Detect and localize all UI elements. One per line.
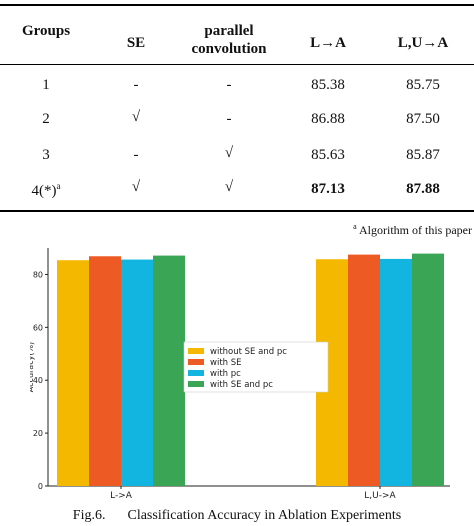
row2-lua: 87.50 bbox=[406, 111, 440, 127]
y-tick-label: 80 bbox=[33, 270, 43, 279]
row4-pc: √ bbox=[224, 179, 234, 195]
header-pc-line2: convolution bbox=[191, 41, 267, 57]
row4-lua: 87.88 bbox=[406, 181, 440, 197]
legend-box bbox=[183, 341, 329, 393]
row3-lua: 85.87 bbox=[406, 147, 440, 163]
row1-se: - bbox=[133, 77, 139, 93]
header-se: SE bbox=[126, 35, 146, 51]
figure-caption: Fig.6. Classification Accuracy in Ablatio… bbox=[0, 508, 474, 524]
header-la: L→A bbox=[310, 35, 346, 51]
y-tick-label: 20 bbox=[33, 429, 43, 438]
bar bbox=[57, 260, 89, 486]
table-top-rule bbox=[0, 4, 474, 6]
legend-label: with SE and pc bbox=[210, 380, 273, 390]
header-pc-line1: parallel bbox=[204, 23, 254, 39]
row1-lua: 85.75 bbox=[406, 77, 440, 93]
header-lua: L,U→A bbox=[397, 35, 449, 51]
legend-swatch bbox=[188, 348, 204, 354]
x-tick-label: L,U->A bbox=[364, 491, 396, 501]
row3-se: - bbox=[133, 147, 139, 163]
y-tick-label: 0 bbox=[38, 482, 43, 491]
x-tick-label: L->A bbox=[110, 491, 133, 501]
y-tick-label: 40 bbox=[33, 376, 43, 385]
row4-group-sup: a bbox=[56, 181, 61, 191]
footnote-text: Algorithm of this paper bbox=[359, 223, 472, 237]
table-bottom-rule bbox=[0, 210, 474, 212]
y-tick-label: 60 bbox=[33, 323, 43, 332]
table-header-rule bbox=[0, 64, 474, 65]
row3-pc: √ bbox=[224, 145, 234, 161]
row2-la: 86.88 bbox=[311, 111, 345, 127]
header-parallel-convolution: parallel convolution bbox=[176, 22, 282, 58]
row4-la: 87.13 bbox=[311, 181, 345, 197]
row4-group: 4(*)a bbox=[8, 181, 84, 200]
row1-pc: - bbox=[226, 77, 232, 93]
y-axis-label: Accuracy(%) bbox=[30, 342, 35, 392]
chart-svg: 0 20 40 60 80 Accuracy(%) L->A L,U->A without SE… bbox=[26, 248, 450, 501]
accuracy-chart: 0 20 40 60 80 Accuracy(%) L->A L,U->A without SE… bbox=[26, 240, 460, 502]
bar bbox=[121, 259, 153, 486]
row4-se: √ bbox=[131, 179, 141, 195]
legend-swatch bbox=[188, 359, 204, 365]
legend-label: without SE and pc bbox=[210, 347, 287, 357]
table-footnote: a Algorithm of this paper bbox=[353, 222, 472, 238]
footnote-mark: a bbox=[353, 222, 357, 231]
legend-swatch bbox=[188, 381, 204, 387]
row2-se: √ bbox=[131, 109, 141, 125]
bar bbox=[153, 255, 185, 486]
row2-pc: - bbox=[226, 111, 232, 127]
legend-label: with pc bbox=[210, 369, 241, 379]
legend-label: with SE bbox=[210, 358, 242, 368]
bar bbox=[412, 253, 444, 486]
caption-text: Classification Accuracy in Ablation Expe… bbox=[127, 508, 402, 523]
bar bbox=[380, 258, 412, 486]
row3-group: 3 bbox=[42, 147, 50, 163]
bar bbox=[348, 254, 380, 486]
bar bbox=[89, 256, 121, 486]
header-groups: Groups bbox=[21, 23, 71, 39]
row4-group-text: 4(*) bbox=[31, 183, 57, 199]
row2-group: 2 bbox=[42, 111, 50, 127]
row1-la: 85.38 bbox=[311, 77, 345, 93]
row3-la: 85.63 bbox=[311, 147, 345, 163]
caption-label: Fig.6. bbox=[72, 508, 106, 523]
legend-swatch bbox=[188, 370, 204, 376]
row1-group: 1 bbox=[42, 77, 50, 93]
